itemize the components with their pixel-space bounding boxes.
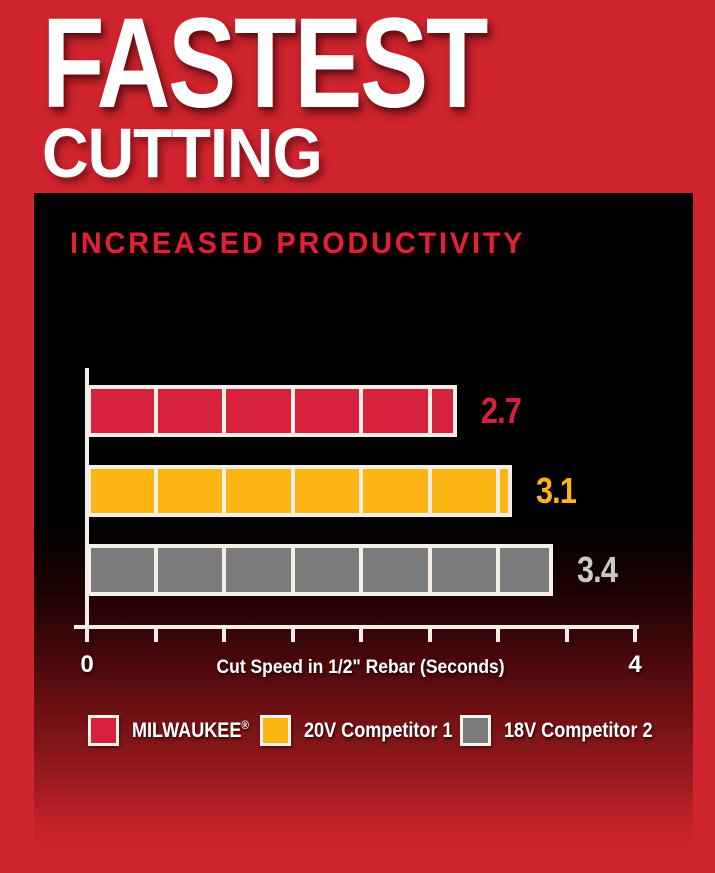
bar-0	[87, 385, 457, 437]
bar-1	[87, 465, 512, 517]
bar-segment-divider	[290, 547, 295, 593]
x-axis-tick	[290, 625, 295, 642]
x-axis-tick	[153, 625, 158, 642]
registered-mark: ®	[241, 718, 249, 732]
chart-panel: INCREASED PRODUCTIVITY 2.7 3.1 3.4 0 4 Cut…	[34, 193, 693, 853]
legend-swatch-competitor2	[460, 715, 491, 746]
bar-segment-divider	[222, 468, 226, 514]
x-axis-title-wrap: Cut Speed in 1/2" Rebar (Seconds)	[87, 657, 635, 679]
x-axis-line	[74, 625, 639, 629]
bar-2	[87, 544, 553, 596]
bar-segment-divider	[222, 388, 226, 434]
x-axis-min-label: 0	[80, 651, 94, 678]
bar-value-label: 3.4	[577, 549, 618, 590]
x-axis-tick	[427, 625, 432, 642]
bar-segment-divider	[427, 547, 432, 593]
legend-item-competitor2: 18V Competitor 2	[460, 715, 677, 746]
legend-label-competitor1: 20V Competitor 1	[304, 718, 453, 742]
bar-segment-divider	[359, 468, 363, 514]
legend-label-competitor2: 18V Competitor 2	[504, 718, 653, 742]
hero-title-fastest: FASTEST	[42, 0, 488, 135]
x-axis-tick	[222, 625, 226, 642]
chart-heading: INCREASED PRODUCTIVITY	[70, 227, 526, 260]
bar-segment-divider	[359, 388, 363, 434]
bar-value-label: 3.1	[536, 470, 577, 511]
bar-segment-divider	[290, 468, 295, 514]
bar-segment-divider	[153, 547, 158, 593]
x-axis-tick	[564, 625, 569, 642]
x-axis-tick	[496, 625, 500, 642]
bar-segment-divider	[153, 388, 158, 434]
x-axis-tick	[85, 625, 89, 642]
x-axis-max-label: 4	[628, 651, 642, 678]
x-axis-tick	[633, 625, 637, 642]
hero-title-cutting: CUTTING	[42, 114, 323, 192]
hero-header: FASTEST CUTTING	[42, 0, 597, 188]
bar-segment-divider	[496, 468, 500, 514]
bar-segment-divider	[153, 468, 158, 514]
bar-segment-divider	[496, 547, 500, 593]
legend-swatch-milwaukee	[88, 715, 119, 746]
bar-segment-divider	[359, 547, 363, 593]
legend-item-milwaukee: MILWAUKEE®	[88, 715, 268, 746]
hero-title-line1: FASTEST	[42, 0, 597, 128]
x-axis-tick	[359, 625, 363, 642]
bar-segment-divider	[427, 388, 432, 434]
bar-chart: 2.7 3.1 3.4 0 4 Cut Speed in 1/2" Rebar (S…	[34, 193, 693, 853]
legend-label-milwaukee: MILWAUKEE®	[132, 718, 249, 742]
legend-item-competitor1: 20V Competitor 1	[260, 715, 477, 746]
bar-segment-divider	[427, 468, 432, 514]
bar-segment-divider	[222, 547, 226, 593]
bar-segment-divider	[290, 388, 295, 434]
hero-title-line2: CUTTING	[42, 118, 597, 188]
x-axis-title: Cut Speed in 1/2" Rebar (Seconds)	[216, 657, 506, 678]
legend-swatch-competitor1	[260, 715, 291, 746]
bar-value-label: 2.7	[481, 390, 522, 431]
